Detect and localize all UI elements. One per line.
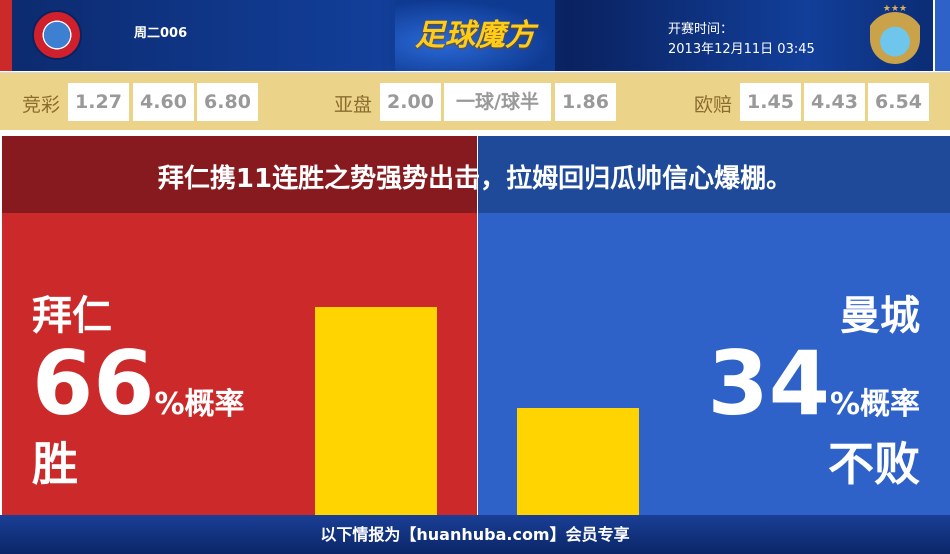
home-probability-bar bbox=[315, 307, 437, 515]
yapan-label: 亚盘 bbox=[334, 94, 373, 116]
man-city-logo-icon bbox=[870, 8, 920, 64]
member-footer[interactable]: 以下情报为【huanhuba.com】会员专享 bbox=[0, 515, 950, 554]
home-color-strip bbox=[0, 0, 12, 71]
odds-bar: 竞彩 1.27 4.60 6.80 亚盘 2.00 一球/球半 1.86 欧赔 … bbox=[0, 72, 950, 130]
away-color-strip bbox=[933, 0, 950, 71]
match-number: 周二006 bbox=[134, 26, 188, 41]
headline-band-away bbox=[478, 136, 950, 213]
yapan-handicap: 一球/球半 bbox=[444, 83, 551, 121]
away-result: 不败 bbox=[828, 437, 920, 491]
kickoff-time: 2013年12月11日 03:45 bbox=[668, 42, 815, 57]
kickoff-label: 开赛时间： bbox=[668, 22, 734, 37]
home-percent-unit: %概率 bbox=[154, 387, 245, 422]
away-percent-value: 34 bbox=[707, 332, 830, 435]
jingcai-label: 竞彩 bbox=[22, 94, 61, 116]
oupei-odd: 4.43 bbox=[804, 83, 865, 121]
home-percent: 66%概率 bbox=[32, 340, 245, 428]
away-team-name: 曼城 bbox=[840, 293, 920, 339]
headline: 拜仁携11连胜之势强势出击，拉姆回归瓜帅信心爆棚。 bbox=[157, 164, 793, 194]
bayern-logo-icon bbox=[32, 10, 82, 60]
jingcai-odd: 6.80 bbox=[197, 83, 258, 121]
jingcai-odd: 4.60 bbox=[133, 83, 194, 121]
yapan-odd: 1.86 bbox=[555, 83, 616, 121]
oupei-odd: 1.45 bbox=[740, 83, 801, 121]
home-percent-value: 66 bbox=[32, 332, 155, 435]
jingcai-odd: 1.27 bbox=[68, 83, 129, 121]
headline-band-home bbox=[2, 136, 477, 213]
home-result: 胜 bbox=[32, 437, 78, 491]
yapan-odd: 2.00 bbox=[380, 83, 441, 121]
oupei-odd: 6.54 bbox=[868, 83, 929, 121]
home-team-name: 拜仁 bbox=[32, 293, 112, 339]
away-percent: 34%概率 bbox=[707, 340, 920, 428]
oupei-label: 欧赔 bbox=[694, 94, 733, 116]
brand-logo: 足球魔方 bbox=[395, 0, 555, 71]
away-probability-bar bbox=[517, 407, 639, 515]
away-percent-unit: %概率 bbox=[829, 387, 920, 422]
